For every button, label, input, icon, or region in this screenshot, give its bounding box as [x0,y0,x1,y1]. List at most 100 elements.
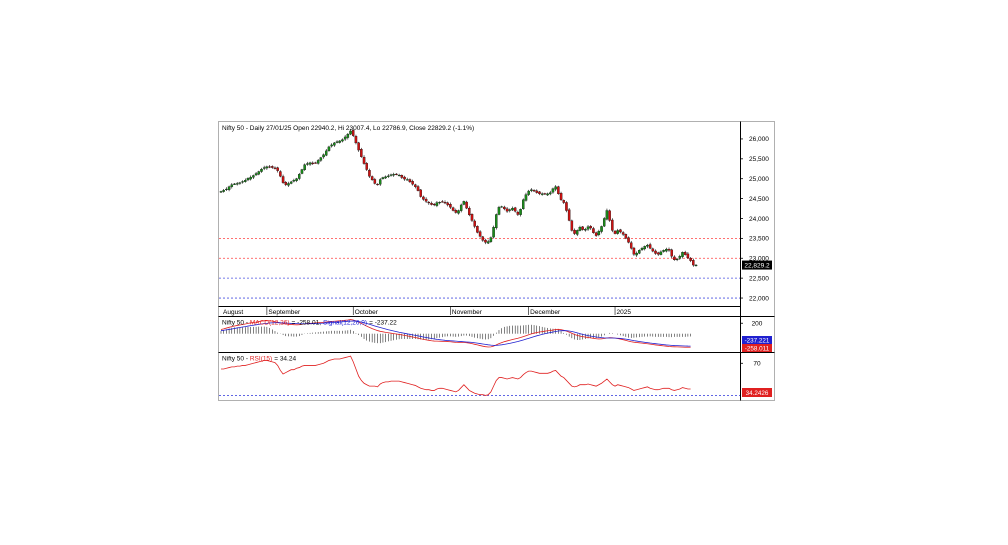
candle-body [368,170,371,177]
candle-body [492,227,495,238]
candle-body [473,220,476,227]
candle-body [306,163,309,165]
candle-body [257,171,261,175]
candle-body [565,202,568,211]
candle-body [422,196,425,200]
candle-body [586,226,590,230]
candle-body [484,239,487,243]
candle-body [673,256,676,261]
date-tick-label: August [223,309,243,316]
candle-body [327,146,331,151]
candle-body [597,231,601,235]
price-levels [219,237,740,299]
candle-body [238,182,242,184]
candle-body [573,229,576,234]
candle-body [279,171,282,177]
candle-body [351,130,355,136]
candle-body [295,178,298,181]
candle-body [508,209,512,211]
rsi-chart-title: Nifty 50 - RSI(15) = 34.24 [222,356,296,363]
candle-body [567,209,571,221]
rsi-line [221,355,691,396]
candle-body [648,244,652,249]
candle-body [411,181,414,185]
candle-body [265,166,269,169]
price-tick-label: 24,000 [749,216,769,223]
candle-body [600,226,603,232]
macd-lines [220,319,691,348]
candle-body [457,210,460,214]
price-candles [219,129,698,267]
macd-title-prefix: Nifty 50 - [222,320,250,327]
candle-body [397,174,401,177]
candle-body [675,258,679,261]
candle-body [262,167,266,169]
candle-body [505,208,509,212]
candle-body [683,251,687,255]
candle-body [235,183,239,185]
candle-body [360,149,363,157]
candle-body [244,180,247,182]
candle-body [686,253,690,259]
price-tick-label: 22,500 [749,275,769,282]
candle-body [400,175,404,178]
candle-body [581,226,584,230]
candle-body [592,228,595,233]
candle-body [543,193,547,195]
price-tick-label: 25,500 [749,156,769,163]
candle-body [497,207,501,215]
candle-body [249,176,252,180]
candle-body [694,264,698,267]
candle-body [602,218,606,227]
candle-body [408,179,412,183]
candle-body [430,202,433,205]
candle-body [662,250,665,252]
price-tick-label: 23,500 [749,236,769,243]
candle-body [370,176,374,181]
candle-body [325,150,328,156]
candle-body [273,167,277,169]
candle-body [522,199,525,210]
candle-body [276,167,279,171]
candle-body [246,178,250,181]
candle-body [300,169,304,174]
candle-body [465,201,468,209]
candle-body [392,174,395,176]
candle-body [659,251,663,255]
candle-body [481,236,485,241]
candle-body [605,210,609,220]
candle-body [462,201,466,205]
candle-body [638,250,641,254]
candle-body [551,188,555,193]
candle-body [311,162,315,164]
candle-body [470,214,474,221]
candle-body [335,141,339,143]
candle-body [532,190,536,192]
candle-body [654,250,657,254]
date-tick-label: December [530,309,561,316]
macd-readouts: -237.221 -258.011 [742,336,772,352]
candle-body [530,189,533,191]
candle-body [692,260,695,266]
rsi-title-prefix: Nifty 50 - [222,356,250,363]
candle-body [546,193,549,196]
candle-body [349,130,352,135]
candle-body [513,207,517,212]
candle-body [667,249,671,251]
candle-body [619,229,622,233]
candle-body [365,163,368,170]
signal-readout: -237.221 [745,337,770,344]
candle-body [611,219,614,231]
candle-body [503,206,506,210]
price-axis-ticks: 26,000 25,500 25,000 24,500 24,000 23,500 23,0… [740,136,769,302]
candle-body [478,231,482,237]
candle-body [316,160,320,164]
candle-body [268,166,271,168]
candle-body [435,202,439,206]
rsi-series-label: RSI(15) [250,356,272,363]
last-price-tag: 22,829.2 [742,260,772,270]
macd-readout: -258.011 [745,345,770,352]
candle-body [260,169,263,172]
candle-body [427,202,431,204]
rsi-readout: 34.2426 [746,390,769,397]
